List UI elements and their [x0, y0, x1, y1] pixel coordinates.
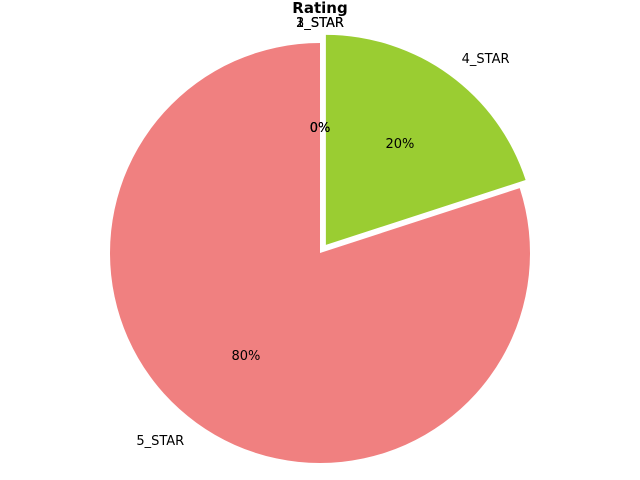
pie-slice-5-star: [110, 43, 530, 463]
slice-label-4-star: 4_STAR: [462, 52, 510, 67]
slice-label-2-star: 2_STAR: [296, 16, 344, 31]
slice-pct-5-star: 80%: [231, 349, 260, 364]
slice-pct-3-star: 0%: [310, 121, 331, 136]
pie-slices: [110, 34, 530, 463]
slice-label-3-star: 3_STAR: [296, 16, 344, 31]
slice-label-5-star: 5_STAR: [136, 434, 184, 449]
slice-pct-1-star: 0%: [310, 121, 331, 136]
pie-labels: 5_STAR80%4_STAR20%1_STAR0%2_STAR0%3_STAR…: [136, 16, 509, 449]
slice-label-1-star: 1_STAR: [296, 16, 344, 31]
slice-pct-4-star: 20%: [385, 137, 414, 152]
slice-pct-2-star: 0%: [310, 121, 331, 136]
pie-slice-4-star: [325, 34, 526, 245]
chart-title: Rating: [292, 0, 347, 17]
